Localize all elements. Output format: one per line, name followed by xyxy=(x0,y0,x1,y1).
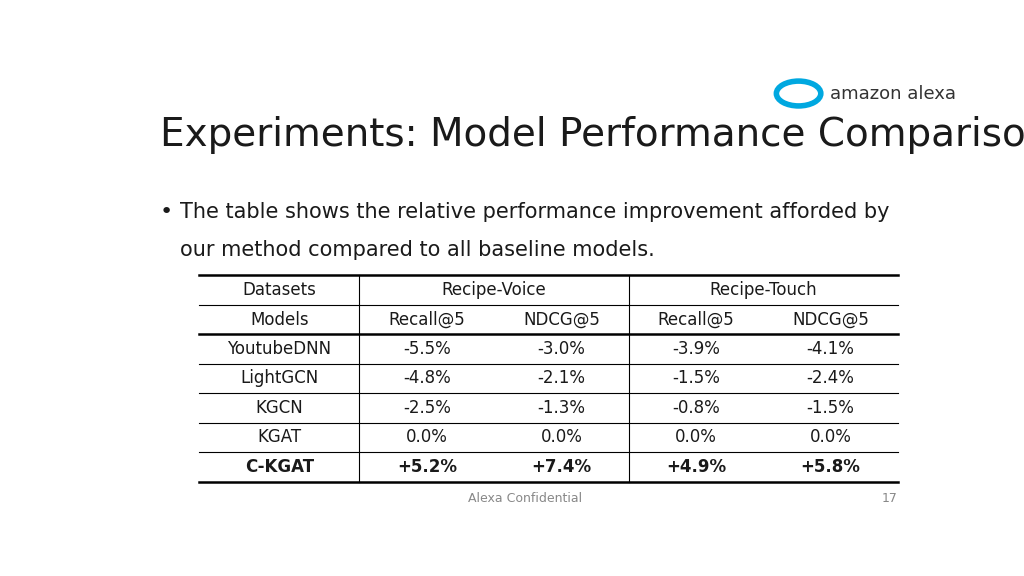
Text: The table shows the relative performance improvement afforded by: The table shows the relative performance… xyxy=(179,202,889,222)
Text: Models: Models xyxy=(250,310,309,328)
Text: KGAT: KGAT xyxy=(257,429,301,446)
Text: -4.1%: -4.1% xyxy=(807,340,854,358)
Text: +5.8%: +5.8% xyxy=(801,458,860,476)
Text: NDCG@5: NDCG@5 xyxy=(792,310,869,328)
Text: -5.5%: -5.5% xyxy=(402,340,451,358)
Text: Experiments: Model Performance Comparison: Experiments: Model Performance Compariso… xyxy=(160,116,1024,154)
Text: LightGCN: LightGCN xyxy=(241,369,318,388)
Text: KGCN: KGCN xyxy=(256,399,303,417)
Text: -2.5%: -2.5% xyxy=(402,399,451,417)
Text: +7.4%: +7.4% xyxy=(531,458,592,476)
Text: Recall@5: Recall@5 xyxy=(657,310,734,328)
Text: -4.8%: -4.8% xyxy=(402,369,451,388)
Text: 17: 17 xyxy=(882,492,898,505)
Text: 0.0%: 0.0% xyxy=(541,429,583,446)
Text: 0.0%: 0.0% xyxy=(406,429,447,446)
Text: Recipe-Voice: Recipe-Voice xyxy=(441,281,547,299)
Text: YoutubeDNN: YoutubeDNN xyxy=(227,340,332,358)
Text: 0.0%: 0.0% xyxy=(675,429,717,446)
Text: Datasets: Datasets xyxy=(243,281,316,299)
Text: -2.1%: -2.1% xyxy=(538,369,586,388)
Text: amazon alexa: amazon alexa xyxy=(830,85,956,103)
Text: Recipe-Touch: Recipe-Touch xyxy=(710,281,817,299)
Text: -0.8%: -0.8% xyxy=(672,399,720,417)
Text: NDCG@5: NDCG@5 xyxy=(523,310,600,328)
Text: -1.5%: -1.5% xyxy=(807,399,854,417)
Text: -2.4%: -2.4% xyxy=(807,369,854,388)
Text: -3.0%: -3.0% xyxy=(538,340,586,358)
Text: 0.0%: 0.0% xyxy=(810,429,851,446)
Text: our method compared to all baseline models.: our method compared to all baseline mode… xyxy=(179,240,654,260)
Text: -3.9%: -3.9% xyxy=(672,340,720,358)
Text: Recall@5: Recall@5 xyxy=(388,310,465,328)
Text: -1.3%: -1.3% xyxy=(538,399,586,417)
Text: +5.2%: +5.2% xyxy=(396,458,457,476)
Text: +4.9%: +4.9% xyxy=(666,458,726,476)
Text: C-KGAT: C-KGAT xyxy=(245,458,314,476)
Text: Alexa Confidential: Alexa Confidential xyxy=(468,492,582,505)
Text: •: • xyxy=(160,202,173,222)
Text: -1.5%: -1.5% xyxy=(672,369,720,388)
